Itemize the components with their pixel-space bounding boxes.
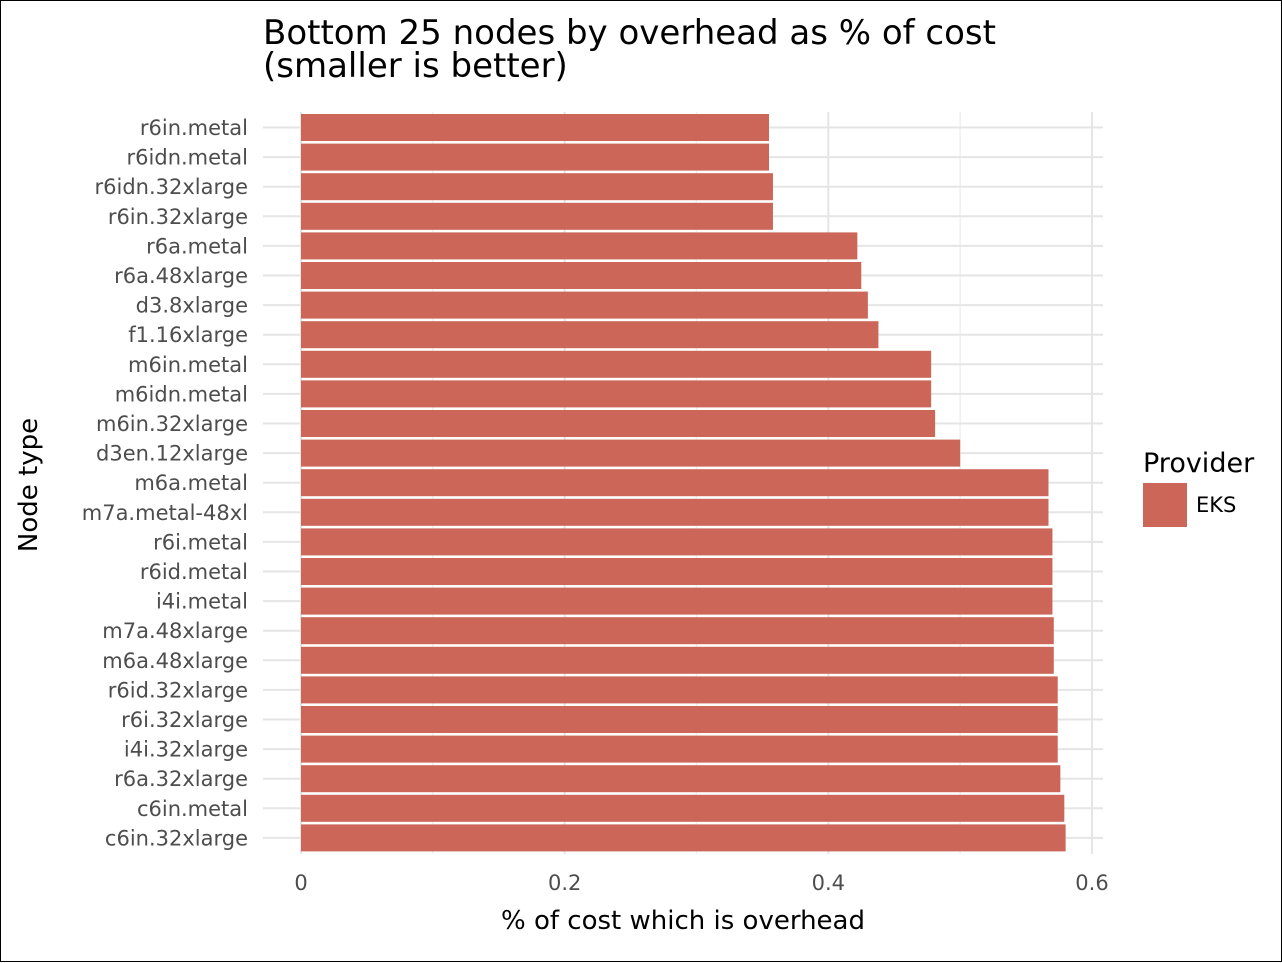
y-tick-label: r6in.metal	[140, 116, 248, 140]
x-tick-label: 0.4	[812, 871, 845, 895]
x-tick-labels: 0 0.2 0.4 0.6	[294, 871, 1108, 895]
bar-r6a.32xlarge	[301, 765, 1061, 793]
y-tick-label: m6a.48xlarge	[102, 649, 248, 673]
bar-r6id.metal	[301, 558, 1053, 585]
bar-r6a.48xlarge	[301, 262, 862, 289]
bar-m6in.metal	[301, 350, 932, 378]
bar-f1.16xlarge	[301, 321, 879, 349]
bar-m6in.32xlarge	[301, 410, 936, 437]
y-tick-label: m6in.32xlarge	[96, 412, 248, 436]
y-tick-label: r6a.metal	[146, 234, 248, 258]
y-tick-label: m7a.metal-48xl	[82, 501, 248, 525]
x-tick-label: 0.6	[1075, 871, 1108, 895]
y-tick-label: r6idn.32xlarge	[94, 175, 248, 199]
bar-m6a.48xlarge	[301, 646, 1054, 674]
y-tick-label: m6a.metal	[134, 471, 248, 495]
y-tick-label: m6in.metal	[128, 353, 248, 377]
legend-label-eks: EKS	[1196, 493, 1236, 517]
y-tick-label: r6a.48xlarge	[114, 264, 248, 288]
y-tick-label: r6id.metal	[140, 560, 248, 584]
bar-r6idn.32xlarge	[301, 173, 773, 201]
y-tick-label: f1.16xlarge	[128, 323, 248, 347]
bar-r6id.32xlarge	[301, 676, 1058, 704]
y-tick-label: r6in.32xlarge	[108, 205, 248, 229]
x-axis-title: % of cost which is overhead	[501, 906, 865, 936]
y-tick-label: r6i.32xlarge	[121, 708, 248, 732]
y-tick-label: c6in.32xlarge	[105, 826, 248, 850]
bar-i4i.32xlarge	[301, 735, 1058, 763]
bar-r6i.metal	[301, 528, 1053, 556]
y-tick-label: m7a.48xlarge	[102, 619, 248, 643]
y-tick-label: d3.8xlarge	[136, 294, 248, 318]
bar-c6in.metal	[301, 794, 1065, 822]
y-tick-label: m6idn.metal	[115, 382, 248, 406]
bar-m7a.48xlarge	[301, 617, 1054, 645]
bar-m6idn.metal	[301, 380, 932, 408]
bar-r6idn.metal	[301, 143, 770, 171]
y-axis-title: Node type	[14, 418, 44, 552]
y-tick-label: i4i.metal	[156, 590, 248, 614]
y-tick-label: d3en.12xlarge	[96, 442, 248, 466]
y-tick-label: r6i.metal	[153, 530, 248, 554]
bar-r6i.32xlarge	[301, 706, 1058, 733]
y-tick-label: i4i.32xlarge	[124, 738, 248, 762]
legend-swatch-eks	[1143, 483, 1187, 527]
y-tick-label: r6idn.metal	[127, 146, 248, 170]
chart-title: Bottom 25 nodes by overhead as % of cost	[263, 13, 996, 53]
legend-title: Provider	[1143, 448, 1255, 479]
bar-m6a.metal	[301, 469, 1049, 497]
bar-r6a.metal	[301, 232, 858, 260]
bars-layer	[301, 114, 1066, 852]
x-tick-label: 0	[294, 871, 307, 895]
bar-d3.8xlarge	[301, 291, 868, 319]
bar-d3en.12xlarge	[301, 439, 961, 467]
bar-c6in.32xlarge	[301, 824, 1066, 852]
bar-r6in.metal	[301, 114, 770, 141]
bar-m7a.metal-48xl	[301, 498, 1049, 526]
y-tick-labels: r6in.metal r6idn.metal r6idn.32xlarge r6in.…	[82, 116, 248, 850]
bar-i4i.metal	[301, 587, 1053, 615]
bar-r6in.32xlarge	[301, 202, 773, 230]
y-tick-label: c6in.metal	[137, 797, 248, 821]
x-tick-label: 0.2	[548, 871, 581, 895]
y-tick-label: r6a.32xlarge	[114, 767, 248, 791]
chart-subtitle: (smaller is better)	[263, 46, 568, 86]
y-tick-label: r6id.32xlarge	[108, 678, 248, 702]
